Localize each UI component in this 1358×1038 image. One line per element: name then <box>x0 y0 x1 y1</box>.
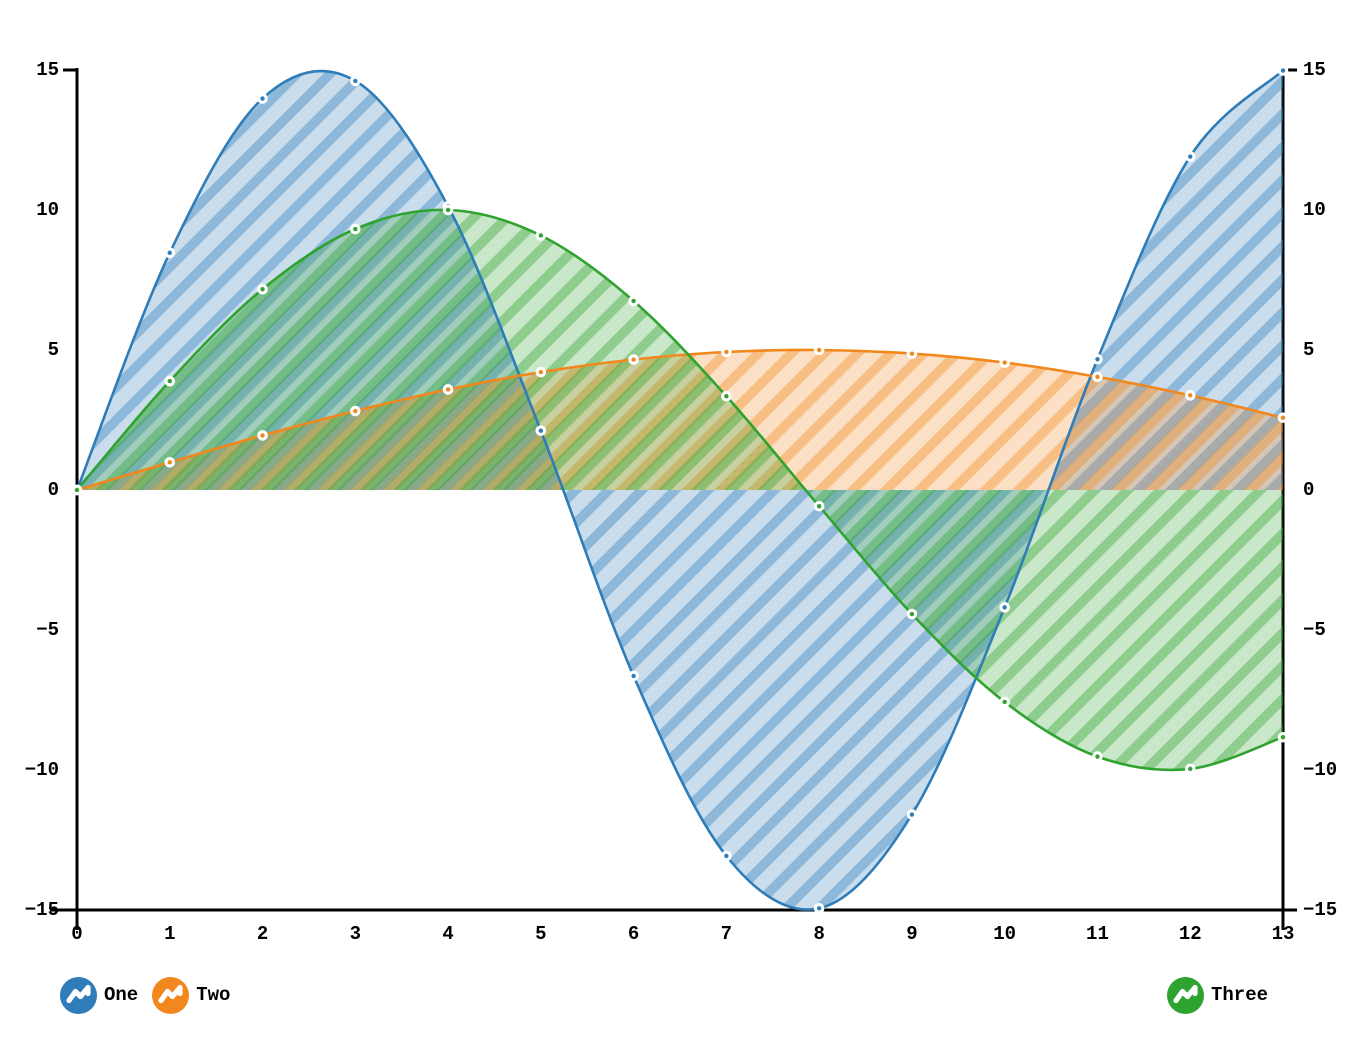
series-two-marker-dot <box>1002 360 1007 365</box>
series-two-marker-dot <box>353 408 358 414</box>
series-three-marker-dot <box>1095 754 1100 759</box>
legend: One Two Three <box>60 974 1268 1016</box>
series-three-marker-dot <box>1002 699 1007 705</box>
series-three-marker-dot <box>260 287 265 292</box>
y-tick-label-left: 5 <box>48 339 59 361</box>
x-tick-label: 13 <box>1272 923 1295 945</box>
series-two-marker-dot <box>816 347 822 353</box>
series-one-marker-dot <box>167 250 172 256</box>
y-tick-label-right: −10 <box>1303 759 1337 781</box>
series-three-marker-dot <box>1280 735 1286 740</box>
y-tick-label-right: 5 <box>1303 339 1314 361</box>
series-three-marker-dot <box>724 394 729 399</box>
x-tick-label: 6 <box>628 923 639 945</box>
series-two-marker-dot <box>260 433 265 438</box>
series-two-marker-dot <box>1280 415 1286 420</box>
y-tick-label-right: −5 <box>1303 619 1326 641</box>
trend-line-icon <box>152 976 190 1014</box>
series-two-marker-dot <box>167 460 172 465</box>
x-tick-label: 11 <box>1086 923 1109 945</box>
series-two-marker-dot <box>909 351 915 356</box>
legend-label-two: Two <box>196 984 231 1006</box>
series-one-marker-dot <box>538 428 544 433</box>
x-tick-label: 2 <box>257 923 268 945</box>
series-three-area <box>77 209 1283 770</box>
x-tick-label: 4 <box>442 923 453 945</box>
y-tick-label-left: −5 <box>36 619 59 641</box>
series-one-marker-dot <box>816 906 822 911</box>
x-tick-label: 10 <box>993 923 1016 945</box>
trend-line-icon <box>60 976 97 1014</box>
series-one-marker-dot <box>1188 154 1193 159</box>
x-tick-label: 7 <box>721 923 732 945</box>
series-two-marker-dot <box>538 369 544 375</box>
series-two-line <box>75 348 1285 492</box>
series-one-marker-dot <box>1280 68 1286 73</box>
legend-item-three[interactable]: Three <box>1166 976 1268 1014</box>
x-tick-label: 1 <box>164 923 175 945</box>
series-one-marker-dot <box>353 78 358 84</box>
legend-label-one: One <box>104 984 139 1006</box>
y-tick-label-left: 15 <box>36 59 59 81</box>
series-two-marker-dot <box>1095 374 1100 380</box>
x-tick-label: 8 <box>813 923 824 945</box>
y-tick-label-left: −15 <box>25 899 59 921</box>
series-two-marker-dot <box>724 349 729 355</box>
x-tick-label: 9 <box>906 923 917 945</box>
trend-line-icon <box>1166 976 1204 1014</box>
series-one-marker-dot <box>260 96 265 101</box>
y-tick-label-left: 0 <box>48 479 59 501</box>
x-tick-label: 12 <box>1179 923 1202 945</box>
series-three-marker-dot <box>74 487 80 493</box>
y-tick-label-right: 15 <box>1303 59 1326 81</box>
series-one-marker-dot <box>631 673 636 679</box>
series-three-marker-dot <box>816 504 822 509</box>
series-three-marker-dot <box>353 226 358 232</box>
series-three-marker-dot <box>631 298 636 304</box>
y-tick-label-left: 10 <box>36 199 59 221</box>
y-tick-label-right: 0 <box>1303 479 1314 501</box>
y-tick-label-left: −10 <box>25 759 59 781</box>
series-two-marker-dot <box>631 357 636 362</box>
x-tick-label: 3 <box>350 923 361 945</box>
legend-group-right: Three <box>1166 976 1268 1014</box>
series-one-marker-dot <box>909 812 915 817</box>
series-three-marker-dot <box>167 378 172 384</box>
y-tick-label-right: 10 <box>1303 199 1326 221</box>
x-tick-label: 0 <box>71 923 82 945</box>
series-three-marker-dot <box>538 233 544 238</box>
series-three-marker-dot <box>909 611 915 617</box>
legend-group-left: One Two <box>60 976 231 1014</box>
series-three-marker-dot <box>1188 766 1193 772</box>
legend-label-three: Three <box>1210 984 1268 1006</box>
x-tick-label: 5 <box>535 923 546 945</box>
series-two-marker-dot <box>1188 393 1193 398</box>
y-tick-label-right: −15 <box>1303 899 1337 921</box>
series-one-marker-dot <box>1002 605 1007 610</box>
series-two-marker-dot <box>445 387 451 392</box>
series-three-marker-dot <box>445 207 451 213</box>
legend-item-one[interactable]: One <box>60 976 139 1014</box>
series-one-marker-dot <box>724 853 729 859</box>
series-one-marker-dot <box>1095 357 1100 362</box>
legend-item-two[interactable]: Two <box>152 976 231 1014</box>
